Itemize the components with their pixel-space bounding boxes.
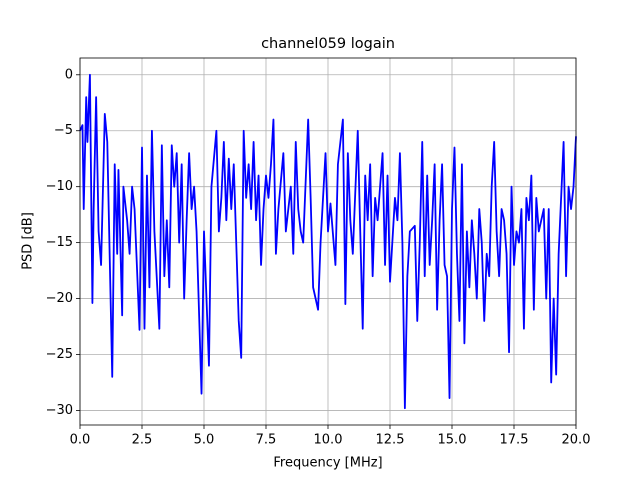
x-tick-label: 5.0 [194, 433, 215, 448]
y-tick-label: −5 [54, 123, 73, 138]
x-tick-label: 20.0 [562, 433, 591, 448]
x-tick-label: 12.5 [376, 433, 405, 448]
x-tick-label: 0.0 [70, 433, 91, 448]
x-axis-label: Frequency [MHz] [273, 456, 382, 471]
x-tick-label: 2.5 [132, 433, 153, 448]
y-axis-label: PSD [dB] [21, 212, 36, 270]
x-tick-label: 10.0 [314, 433, 343, 448]
x-tick-label: 15.0 [438, 433, 467, 448]
x-tick-label: 7.5 [256, 433, 277, 448]
y-tick-label: −15 [46, 235, 73, 250]
y-tick-label: −20 [46, 291, 73, 306]
y-tick-label: −25 [46, 347, 73, 362]
y-tick-label: −10 [46, 179, 73, 194]
chart-title: channel059 logain [261, 36, 395, 52]
plot-frame [79, 57, 577, 426]
y-tick-label: 0 [65, 67, 73, 82]
x-tick-label: 17.5 [500, 433, 529, 448]
data-line [79, 73, 577, 410]
y-tick-label: −30 [46, 403, 73, 418]
